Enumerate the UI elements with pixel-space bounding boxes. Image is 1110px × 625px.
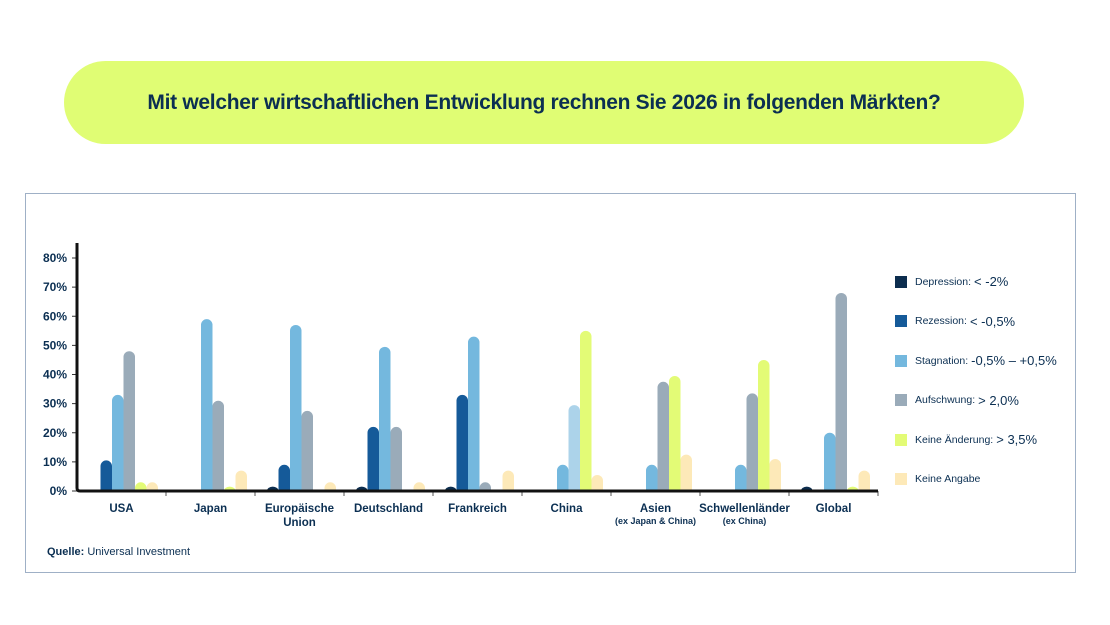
bar-stagnation bbox=[557, 464, 569, 491]
legend-label: Aufschwung: bbox=[915, 394, 976, 407]
legend-range: > 3,5% bbox=[996, 432, 1038, 448]
legend-swatch bbox=[895, 473, 907, 486]
bar-keineangabe bbox=[591, 474, 603, 491]
legend-label: Stagnation: bbox=[915, 354, 969, 367]
bar-aufschwung bbox=[390, 426, 402, 491]
x-category-label: Asien bbox=[640, 503, 671, 515]
bar-stagnation bbox=[290, 324, 302, 491]
x-category-label: Europäische bbox=[265, 503, 334, 515]
bar-keineangabe bbox=[146, 482, 158, 491]
bar-keineangabe bbox=[769, 458, 781, 491]
legend-item: Rezession: < -0,5% bbox=[895, 302, 1075, 342]
legend-swatch bbox=[895, 354, 907, 367]
y-tick-label: 0% bbox=[50, 484, 68, 498]
bar-stagnation bbox=[468, 336, 480, 491]
source-label: Quelle: bbox=[47, 546, 85, 558]
bar-aufschwung bbox=[123, 351, 135, 491]
legend-swatch bbox=[895, 394, 907, 407]
bar-rezession bbox=[367, 426, 379, 491]
legend-range: < -2% bbox=[974, 274, 1009, 290]
x-category-label: Frankreich bbox=[448, 503, 507, 515]
legend-swatch bbox=[895, 275, 907, 288]
y-tick-label: 70% bbox=[43, 280, 67, 294]
bar-keineangabe bbox=[413, 482, 425, 491]
bar-keineänderung bbox=[669, 375, 681, 491]
axis-lines bbox=[75, 243, 878, 493]
legend-range: < -0,5% bbox=[969, 313, 1016, 329]
y-tick-label: 80% bbox=[43, 251, 67, 265]
x-category-label: Japan bbox=[194, 503, 227, 515]
legend-range: > 2,0% bbox=[978, 392, 1019, 408]
y-tick-label: 60% bbox=[43, 309, 67, 323]
legend-item: Keine Änderung: > 3,5% bbox=[895, 420, 1075, 460]
title-banner: Mit welcher wirtschaftlichen Entwicklung… bbox=[64, 61, 1024, 144]
x-category-label: Deutschland bbox=[354, 503, 423, 515]
bar-keineangabe bbox=[235, 470, 247, 491]
y-tick-label: 20% bbox=[43, 426, 67, 440]
bar-stagnation bbox=[201, 319, 213, 491]
bar-keineangabe bbox=[858, 470, 870, 491]
legend-label: Depression: bbox=[915, 275, 972, 288]
bar-aufschwung bbox=[301, 410, 313, 491]
bar-aufschwung bbox=[568, 405, 580, 491]
legend-item: Keine Angabe bbox=[895, 460, 1075, 500]
y-tick-label: 40% bbox=[43, 368, 67, 382]
chart-title: Mit welcher wirtschaftlichen Entwicklung… bbox=[147, 90, 941, 114]
legend-label: Keine Änderung: bbox=[915, 433, 994, 446]
legend-item: Stagnation: -0,5% – +0,5% bbox=[895, 341, 1075, 381]
x-category-label: Union bbox=[283, 517, 316, 529]
x-category-sublabel: (ex China) bbox=[723, 516, 767, 526]
bar-keineangabe bbox=[324, 482, 336, 491]
source-value: Universal Investment bbox=[87, 546, 191, 558]
x-category-label: USA bbox=[109, 503, 133, 515]
bar-aufschwung bbox=[835, 292, 847, 491]
bar-rezession bbox=[100, 460, 113, 491]
bar-rezession bbox=[456, 394, 468, 491]
bar-keineangabe bbox=[680, 454, 692, 491]
bar-stagnation bbox=[379, 346, 391, 491]
bar-keineänderung bbox=[580, 330, 592, 491]
bar-keineänderung bbox=[135, 482, 147, 491]
bar-aufschwung bbox=[479, 482, 491, 491]
legend-swatch bbox=[895, 433, 907, 446]
legend-swatch bbox=[895, 315, 907, 328]
chart-frame bbox=[25, 193, 1076, 573]
chart-legend: Depression: < -2% Rezession: < -0,5% Stagnat… bbox=[895, 262, 1075, 499]
legend-label: Keine Angabe bbox=[915, 473, 981, 486]
bar-stagnation bbox=[824, 432, 836, 491]
x-category-label: Global bbox=[816, 503, 852, 515]
bar-aufschwung bbox=[657, 381, 669, 491]
legend-range: -0,5% – +0,5% bbox=[971, 353, 1057, 369]
legend-item: Depression: < -2% bbox=[895, 262, 1075, 302]
bar-stagnation bbox=[646, 464, 658, 491]
x-category-label: China bbox=[551, 503, 584, 515]
source-note: Quelle: Universal Investment bbox=[47, 546, 190, 558]
x-category-sublabel: (ex Japan & China) bbox=[615, 516, 696, 526]
y-tick-label: 50% bbox=[43, 338, 67, 352]
x-category-label: Schwellenländer bbox=[699, 503, 790, 515]
bar-aufschwung bbox=[212, 400, 224, 491]
bar-stagnation bbox=[112, 394, 124, 491]
y-tick-label: 10% bbox=[43, 455, 67, 469]
bar-rezession bbox=[278, 464, 290, 491]
bar-stagnation bbox=[735, 464, 747, 491]
legend-item: Aufschwung: > 2,0% bbox=[895, 381, 1075, 421]
bar-keineangabe bbox=[502, 470, 514, 491]
y-tick-label: 30% bbox=[43, 397, 67, 411]
legend-label: Rezession: bbox=[915, 315, 967, 328]
bar-keineänderung bbox=[758, 359, 770, 491]
bar-aufschwung bbox=[746, 393, 758, 491]
